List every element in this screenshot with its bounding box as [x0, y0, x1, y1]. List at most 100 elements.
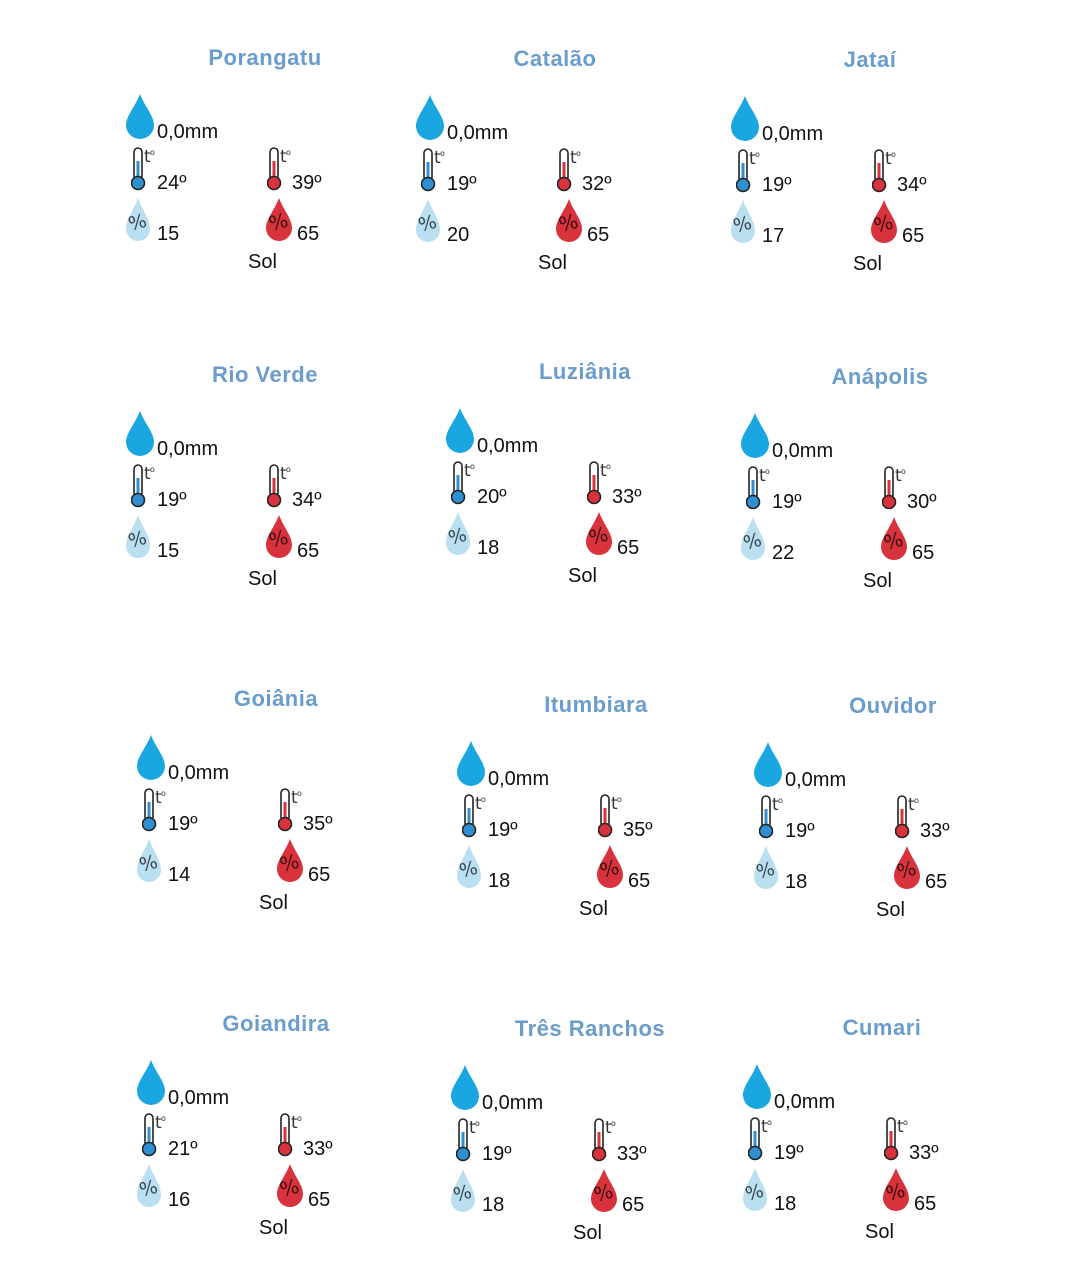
- humidity-high-icon: %: [894, 846, 920, 889]
- svg-text:t: t: [155, 1113, 162, 1133]
- rain-value: 0,0mm: [447, 122, 509, 144]
- weather-condition: Sol: [248, 568, 277, 590]
- svg-text:o: o: [755, 150, 760, 159]
- humidity-low-icon: %: [754, 846, 778, 889]
- svg-text:o: o: [297, 789, 302, 798]
- humidity-high-icon: %: [883, 1168, 909, 1211]
- humidity-high-icon: %: [266, 198, 292, 241]
- min-temp-value: 19º: [762, 174, 792, 196]
- city-name: Cumari: [842, 1015, 922, 1040]
- rain-drop-icon: [754, 742, 782, 787]
- max-temp-value: 33º: [909, 1142, 939, 1164]
- humidity-high-icon: %: [586, 512, 612, 555]
- rain-drop-icon: [731, 96, 759, 141]
- svg-text:t: t: [475, 794, 482, 814]
- max-temp-value: 34º: [292, 489, 322, 511]
- weather-condition: Sol: [579, 898, 608, 920]
- city-name: Três Ranchos: [514, 1016, 666, 1041]
- city-card: Três Ranchos 0,0mm t o 19º t o 33º% 18% 65 Sol: [450, 1016, 750, 1256]
- city-name: Jataí: [843, 47, 897, 72]
- rain-drop-icon: [451, 1065, 479, 1110]
- svg-text:%: %: [457, 857, 480, 883]
- humidity-min-value: 15: [157, 540, 180, 562]
- humidity-max-value: 65: [622, 1194, 645, 1216]
- svg-text:t: t: [570, 148, 577, 168]
- min-temp-value: 24º: [157, 172, 187, 194]
- svg-text:o: o: [606, 462, 611, 471]
- city-card: Goiandira 0,0mm t o 21º t o 33º% 16% 65 Sol: [136, 1011, 436, 1251]
- min-temp-value: 19º: [785, 820, 815, 842]
- svg-text:o: o: [150, 465, 155, 474]
- humidity-min-value: 18: [482, 1194, 505, 1216]
- svg-text:%: %: [137, 851, 160, 877]
- rain-drop-icon: [126, 411, 154, 456]
- humidity-max-value: 65: [902, 225, 925, 247]
- svg-text:%: %: [451, 1181, 474, 1207]
- humidity-high-icon: %: [881, 517, 907, 560]
- city-name: Rio Verde: [212, 362, 318, 387]
- humidity-max-value: 65: [925, 871, 948, 893]
- svg-text:o: o: [470, 462, 475, 471]
- rain-drop-icon: [457, 741, 485, 786]
- svg-text:o: o: [440, 149, 445, 158]
- city-name: Anápolis: [831, 364, 929, 389]
- max-temp-value: 33º: [612, 486, 642, 508]
- svg-text:o: o: [765, 467, 770, 476]
- svg-text:%: %: [731, 212, 754, 238]
- svg-text:t: t: [144, 464, 151, 484]
- svg-text:t: t: [291, 788, 298, 808]
- max-temp-value: 30º: [907, 491, 937, 513]
- max-temp-value: 33º: [303, 1138, 333, 1160]
- humidity-low-icon: %: [416, 199, 440, 242]
- city-card: Cumari 0,0mm t o 19º t o 33º% 18% 65 Sol: [742, 1015, 1042, 1255]
- weather-condition: Sol: [863, 570, 892, 592]
- svg-text:t: t: [434, 148, 441, 168]
- city-card: Porangatu 0,0mm t o 24º t o 39º% 15% 65 Sol: [125, 45, 425, 285]
- svg-text:%: %: [741, 529, 764, 555]
- humidity-low-icon: %: [126, 198, 150, 241]
- city-card: Ouvidor 0,0mm t o 19º t o 33º% 18% 65 Sol: [753, 693, 1053, 933]
- humidity-low-icon: %: [731, 200, 755, 243]
- svg-text:t: t: [885, 149, 892, 169]
- rain-drop-icon: [741, 413, 769, 458]
- city-card: Jataí 0,0mm t o 19º t o 34º% 17% 65 Sol: [730, 47, 1030, 287]
- svg-text:t: t: [897, 1117, 904, 1137]
- humidity-min-value: 16: [168, 1189, 191, 1211]
- svg-text:%: %: [754, 858, 777, 884]
- rain-value: 0,0mm: [785, 769, 847, 791]
- svg-text:o: o: [891, 150, 896, 159]
- svg-text:o: o: [611, 1119, 616, 1128]
- humidity-min-value: 18: [785, 871, 808, 893]
- rain-drop-icon: [743, 1064, 771, 1109]
- svg-text:o: o: [161, 789, 166, 798]
- max-temp-value: 35º: [623, 819, 653, 841]
- svg-text:%: %: [137, 1176, 160, 1202]
- humidity-max-value: 65: [914, 1193, 937, 1215]
- svg-text:o: o: [901, 467, 906, 476]
- humidity-min-value: 18: [774, 1193, 797, 1215]
- weather-condition: Sol: [853, 253, 882, 275]
- humidity-min-value: 15: [157, 223, 180, 245]
- min-temp-value: 20º: [477, 486, 507, 508]
- humidity-max-value: 65: [587, 224, 610, 246]
- svg-text:t: t: [291, 1113, 298, 1133]
- svg-text:o: o: [576, 149, 581, 158]
- humidity-min-value: 18: [477, 537, 500, 559]
- min-temp-value: 19º: [157, 489, 187, 511]
- rain-value: 0,0mm: [157, 438, 219, 460]
- max-temp-value: 32º: [582, 173, 612, 195]
- humidity-high-icon: %: [871, 200, 897, 243]
- city-name: Porangatu: [208, 45, 322, 70]
- humidity-low-icon: %: [446, 512, 470, 555]
- rain-value: 0,0mm: [488, 768, 550, 790]
- city-name: Catalão: [513, 46, 597, 71]
